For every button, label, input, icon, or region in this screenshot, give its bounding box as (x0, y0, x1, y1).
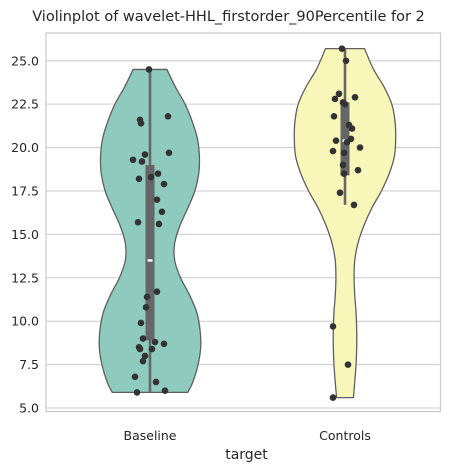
data-point (136, 345, 144, 353)
data-point (335, 90, 343, 98)
data-point (148, 345, 156, 353)
y-tick-label: 12.5 (11, 270, 39, 285)
data-point (164, 113, 172, 120)
iqr-box-controls (340, 102, 350, 176)
data-point (165, 149, 173, 157)
data-point (332, 137, 340, 144)
y-tick-label: 15.0 (11, 227, 39, 242)
data-point (145, 66, 153, 73)
data-point (135, 175, 143, 183)
data-point (330, 113, 338, 120)
iqr-box-baseline (145, 164, 155, 341)
y-tick-label: 7.5 (19, 357, 39, 372)
data-point (133, 389, 141, 396)
data-point (152, 378, 160, 386)
strip-points (129, 45, 364, 401)
data-point (155, 220, 163, 228)
data-point (354, 166, 362, 174)
data-point (343, 139, 351, 146)
data-point (137, 319, 145, 327)
data-point (351, 93, 359, 101)
violin-controls (293, 47, 397, 399)
data-point (329, 147, 337, 155)
data-point (153, 288, 161, 295)
data-point (153, 196, 161, 203)
violin-bodies (98, 47, 397, 399)
data-point (341, 100, 349, 108)
data-point (154, 170, 162, 177)
data-point (139, 357, 147, 365)
data-point (342, 57, 350, 65)
x-tick-label: Controls (319, 428, 371, 443)
data-point (143, 293, 151, 301)
x-tick-label: Baseline (124, 428, 177, 443)
data-point (139, 335, 147, 342)
data-point (340, 149, 348, 157)
data-point (348, 125, 356, 132)
y-tick-label: 20.0 (11, 140, 39, 155)
data-point (161, 387, 169, 394)
data-point (141, 151, 149, 158)
data-point (340, 170, 348, 177)
data-point (160, 340, 168, 348)
y-tick-labels: 5.0 7.5 10.0 12.5 15.0 17.5 20.0 22.5 25.0 (11, 53, 39, 415)
data-point (129, 156, 137, 164)
data-point (134, 218, 142, 226)
data-point (142, 304, 150, 311)
chart-title: Violinplot of wavelet-HHL_firstorder_90P… (32, 9, 425, 25)
y-tick-label: 22.5 (11, 97, 39, 112)
plot-frame (45, 32, 442, 413)
data-point (356, 144, 364, 151)
data-point (339, 161, 347, 169)
y-tick-label: 5.0 (19, 401, 39, 416)
data-point (329, 394, 337, 401)
data-point (344, 361, 352, 368)
data-point (141, 352, 149, 360)
data-point (137, 119, 145, 127)
data-point (329, 323, 337, 330)
data-point (160, 180, 168, 188)
data-point (131, 373, 139, 381)
data-point (158, 208, 166, 216)
x-tick-labels: Baseline Controls (124, 428, 371, 443)
data-point (147, 173, 155, 181)
x-axis-label: target (225, 447, 268, 463)
y-tick-label: 17.5 (11, 183, 39, 198)
data-point (338, 45, 346, 52)
data-point (331, 95, 339, 103)
data-point (350, 201, 358, 209)
data-point (151, 338, 159, 346)
data-point (138, 158, 146, 165)
y-tick-label: 10.0 (11, 314, 39, 329)
data-point (336, 189, 344, 197)
y-tick-label: 25.0 (11, 53, 39, 68)
median-marker-baseline (147, 259, 153, 262)
